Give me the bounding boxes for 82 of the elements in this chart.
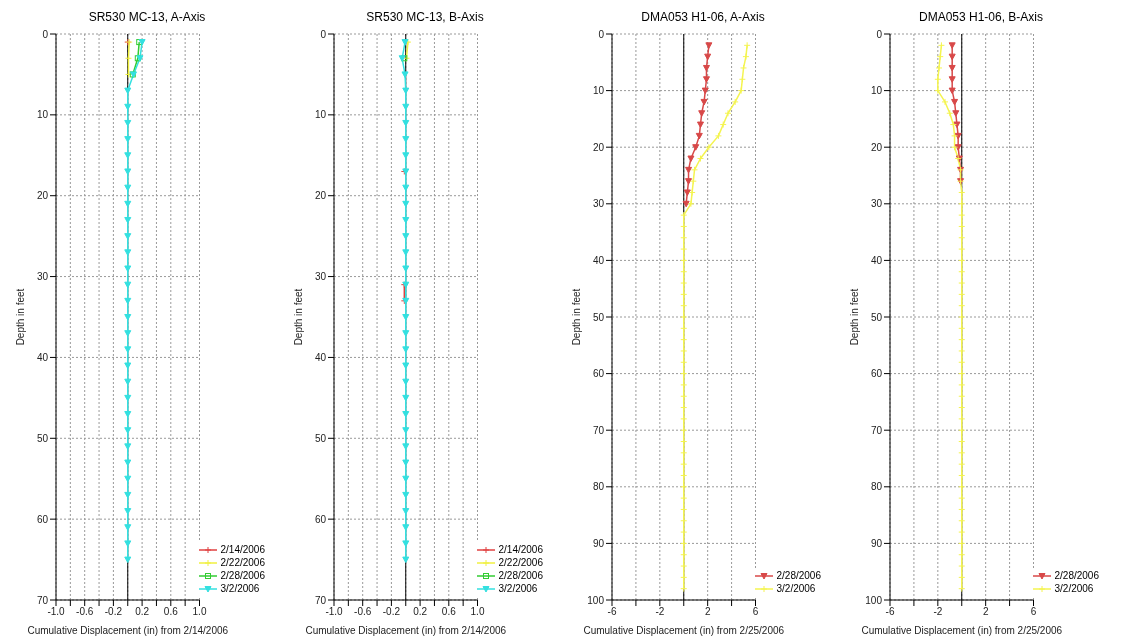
x-tick-label: 1.0 [192,606,207,618]
legend-label: 3/2/2006 [498,582,538,595]
y-tick-label: 60 [314,513,327,525]
y-tick-label: 20 [314,190,327,202]
y-tick-label: 50 [592,311,605,323]
y-tick-label: 0 [876,28,883,40]
x-tick-label: -1.0 [325,606,344,618]
y-tick-label: 50 [870,311,883,323]
x-axis-title: Cumulative Displacement (in) from 2/14/2006 [305,625,507,636]
y-tick-label: 40 [592,254,605,266]
x-tick-label: 6 [752,606,759,618]
chart-title: DMA053 H1-06, B-Axis [918,9,1044,26]
y-tick-label: 0 [320,28,327,40]
y-axis-title: Depth in feet [848,288,860,346]
x-tick-label: 6 [1030,606,1037,618]
legend-label: 2/28/2006 [776,569,821,582]
y-tick-label: 10 [314,109,327,121]
x-tick-label: -6 [607,606,617,618]
y-tick-label: 100 [587,594,605,606]
y-tick-label: 70 [592,424,605,436]
chart-title: SR530 MC-13, A-Axis [88,9,206,26]
y-tick-label: 70 [314,594,327,606]
y-tick-label: 70 [36,594,49,606]
y-tick-label: 10 [592,85,605,97]
y-tick-label: 0 [598,28,605,40]
y-tick-label: 0 [42,28,49,40]
legend-label: 3/2/2006 [220,582,260,595]
y-tick-label: 20 [592,141,605,153]
y-tick-label: 60 [592,368,605,380]
x-tick-label: -0.2 [382,606,401,618]
y-tick-label: 20 [870,141,883,153]
x-tick-label: 1.0 [470,606,485,618]
x-tick-label: 0.6 [441,606,457,618]
y-tick-label: 10 [36,109,49,121]
chart-title: DMA053 H1-06, A-Axis [641,9,765,26]
legend-label: 2/14/2006 [220,543,265,556]
x-tick-label: 0.6 [163,606,179,618]
y-tick-label: 50 [36,432,49,444]
y-axis-title: Depth in feet [14,288,26,346]
chart-title: SR530 MC-13, B-Axis [366,9,484,26]
y-axis-title: Depth in feet [570,288,582,346]
y-tick-label: 60 [870,368,883,380]
legend-label: 2/28/2006 [1054,569,1099,582]
y-tick-label: 90 [592,537,605,549]
legend-label: 2/14/2006 [498,543,543,556]
x-tick-label: -2 [933,606,943,618]
y-tick-label: 40 [314,351,327,363]
x-tick-label: 2 [704,606,711,618]
legend-label: 2/28/2006 [498,569,543,582]
y-tick-label: 30 [870,198,883,210]
x-tick-label: 2 [982,606,989,618]
x-tick-label: -0.6 [354,606,372,618]
legend-label: 2/22/2006 [220,556,265,569]
x-tick-label: 0.2 [135,606,150,618]
y-tick-label: 40 [36,351,49,363]
x-tick-label: -6 [885,606,895,618]
legend-label: 2/28/2006 [220,569,265,582]
y-tick-label: 30 [36,271,49,283]
x-tick-label: 0.2 [413,606,428,618]
x-axis-title: Cumulative Displacement (in) from 2/25/2006 [583,625,785,636]
x-tick-label: -0.6 [76,606,94,618]
y-axis-title: Depth in feet [292,288,304,346]
y-tick-label: 100 [865,594,883,606]
y-tick-label: 60 [36,513,49,525]
y-tick-label: 30 [592,198,605,210]
y-tick-label: 20 [36,190,49,202]
x-tick-label: -0.2 [104,606,123,618]
x-tick-label: -2 [655,606,665,618]
y-tick-label: 10 [870,85,883,97]
y-tick-label: 90 [870,537,883,549]
y-tick-label: 50 [314,432,327,444]
y-tick-label: 30 [314,271,327,283]
y-tick-label: 80 [870,481,883,493]
legend-label: 3/2/2006 [1054,582,1094,595]
x-axis-title: Cumulative Displacement (in) from 2/14/2006 [27,625,229,636]
legend-label: 3/2/2006 [776,582,816,595]
y-tick-label: 80 [592,481,605,493]
x-tick-label: -1.0 [47,606,66,618]
legend-label: 2/22/2006 [498,556,543,569]
x-axis-title: Cumulative Displacement (in) from 2/25/2006 [861,625,1063,636]
y-tick-label: 40 [870,254,883,266]
y-tick-label: 70 [870,424,883,436]
